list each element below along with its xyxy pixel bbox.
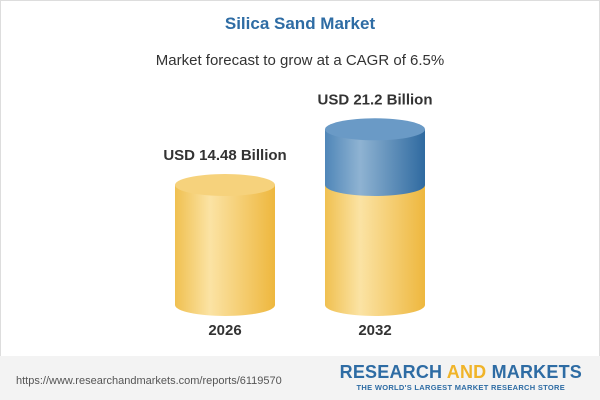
bar-growth-2032-body	[325, 129, 425, 196]
bar-2026-body	[175, 185, 275, 316]
footer: https://www.researchandmarkets.com/repor…	[0, 356, 600, 400]
category-label: 2026	[208, 322, 241, 339]
chart-subtitle: Market forecast to grow at a CAGR of 6.5…	[155, 52, 445, 69]
data-label: USD 14.48 Billion	[163, 147, 286, 164]
data-label: USD 21.2 Billion	[317, 91, 432, 108]
logo: RESEARCH AND MARKETS THE WORLD'S LARGEST…	[339, 362, 582, 392]
bar-2026-top	[175, 174, 275, 196]
category-label: 2032	[358, 322, 391, 339]
chart-title: Silica Sand Market	[224, 14, 376, 33]
source-url[interactable]: https://www.researchandmarkets.com/repor…	[16, 375, 282, 387]
chart: USD 14.48 Billion 2026 USD 21.2 Billion 203…	[163, 91, 432, 339]
bar-base-2032-body	[325, 185, 425, 316]
bar-growth-2032-top	[325, 118, 425, 141]
